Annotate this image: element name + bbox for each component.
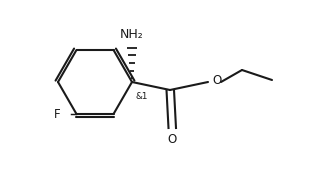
- Text: O: O: [167, 133, 177, 146]
- Text: F: F: [54, 108, 60, 121]
- Text: O: O: [212, 74, 221, 88]
- Text: NH₂: NH₂: [120, 28, 144, 41]
- Text: &1: &1: [135, 92, 148, 101]
